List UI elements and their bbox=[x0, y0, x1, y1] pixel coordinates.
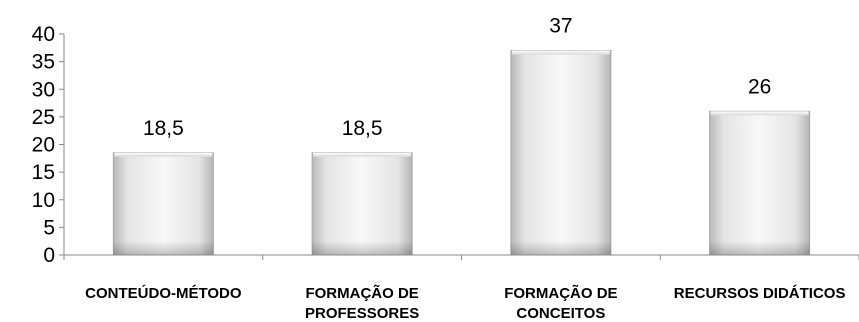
bar bbox=[510, 50, 612, 256]
x-category-label: FORMAÇÃO DE bbox=[504, 284, 617, 302]
bar-body bbox=[709, 110, 811, 256]
x-category-label: PROFESSORES bbox=[305, 305, 419, 322]
bar-bottom-shade bbox=[709, 241, 810, 255]
bar-value-label: 18,5 bbox=[342, 117, 383, 140]
x-category-label: FORMAÇÃO DE bbox=[305, 284, 418, 302]
y-tick-label: 10 bbox=[32, 189, 55, 212]
bar-bottom-shade bbox=[312, 241, 413, 255]
bar-bottom-shade bbox=[113, 241, 214, 255]
bar-value-label: 18,5 bbox=[143, 117, 184, 140]
bar-top-cap bbox=[114, 152, 213, 157]
bar bbox=[709, 110, 811, 256]
bars bbox=[112, 50, 811, 256]
bar-value-label: 37 bbox=[549, 15, 572, 38]
bar-bottom-shade bbox=[510, 241, 611, 255]
bar-body bbox=[510, 50, 612, 256]
y-tick-label: 35 bbox=[32, 51, 55, 74]
bar bbox=[311, 152, 413, 256]
y-tick-label: 5 bbox=[43, 216, 55, 239]
y-axis: 0 5 10 15 20 25 30 35 40 bbox=[32, 23, 65, 267]
data-labels: 18,5 18,5 37 26 bbox=[143, 15, 771, 140]
x-axis: CONTEÚDO-MÉTODO FORMAÇÃO DE PROFESSORES FOR… bbox=[63, 254, 859, 322]
y-tick-label: 20 bbox=[32, 134, 55, 157]
bar-body bbox=[112, 152, 214, 256]
y-tick-label: 40 bbox=[32, 23, 55, 46]
y-tick-label: 25 bbox=[32, 106, 55, 129]
bar-top-cap bbox=[313, 152, 412, 157]
bar-body bbox=[311, 152, 413, 256]
bar bbox=[112, 152, 214, 256]
x-category-label: CONCEITOS bbox=[516, 305, 605, 322]
y-tick-label: 0 bbox=[43, 244, 55, 267]
x-category-label: RECURSOS DIDÁTICOS bbox=[674, 285, 846, 302]
x-category-label: CONTEÚDO-MÉTODO bbox=[85, 284, 242, 302]
y-tick-label: 15 bbox=[32, 161, 55, 184]
bar-value-label: 26 bbox=[748, 75, 771, 98]
bar-top-cap bbox=[710, 111, 809, 116]
y-tick-label: 30 bbox=[32, 78, 55, 101]
bar-top-cap bbox=[511, 50, 610, 55]
